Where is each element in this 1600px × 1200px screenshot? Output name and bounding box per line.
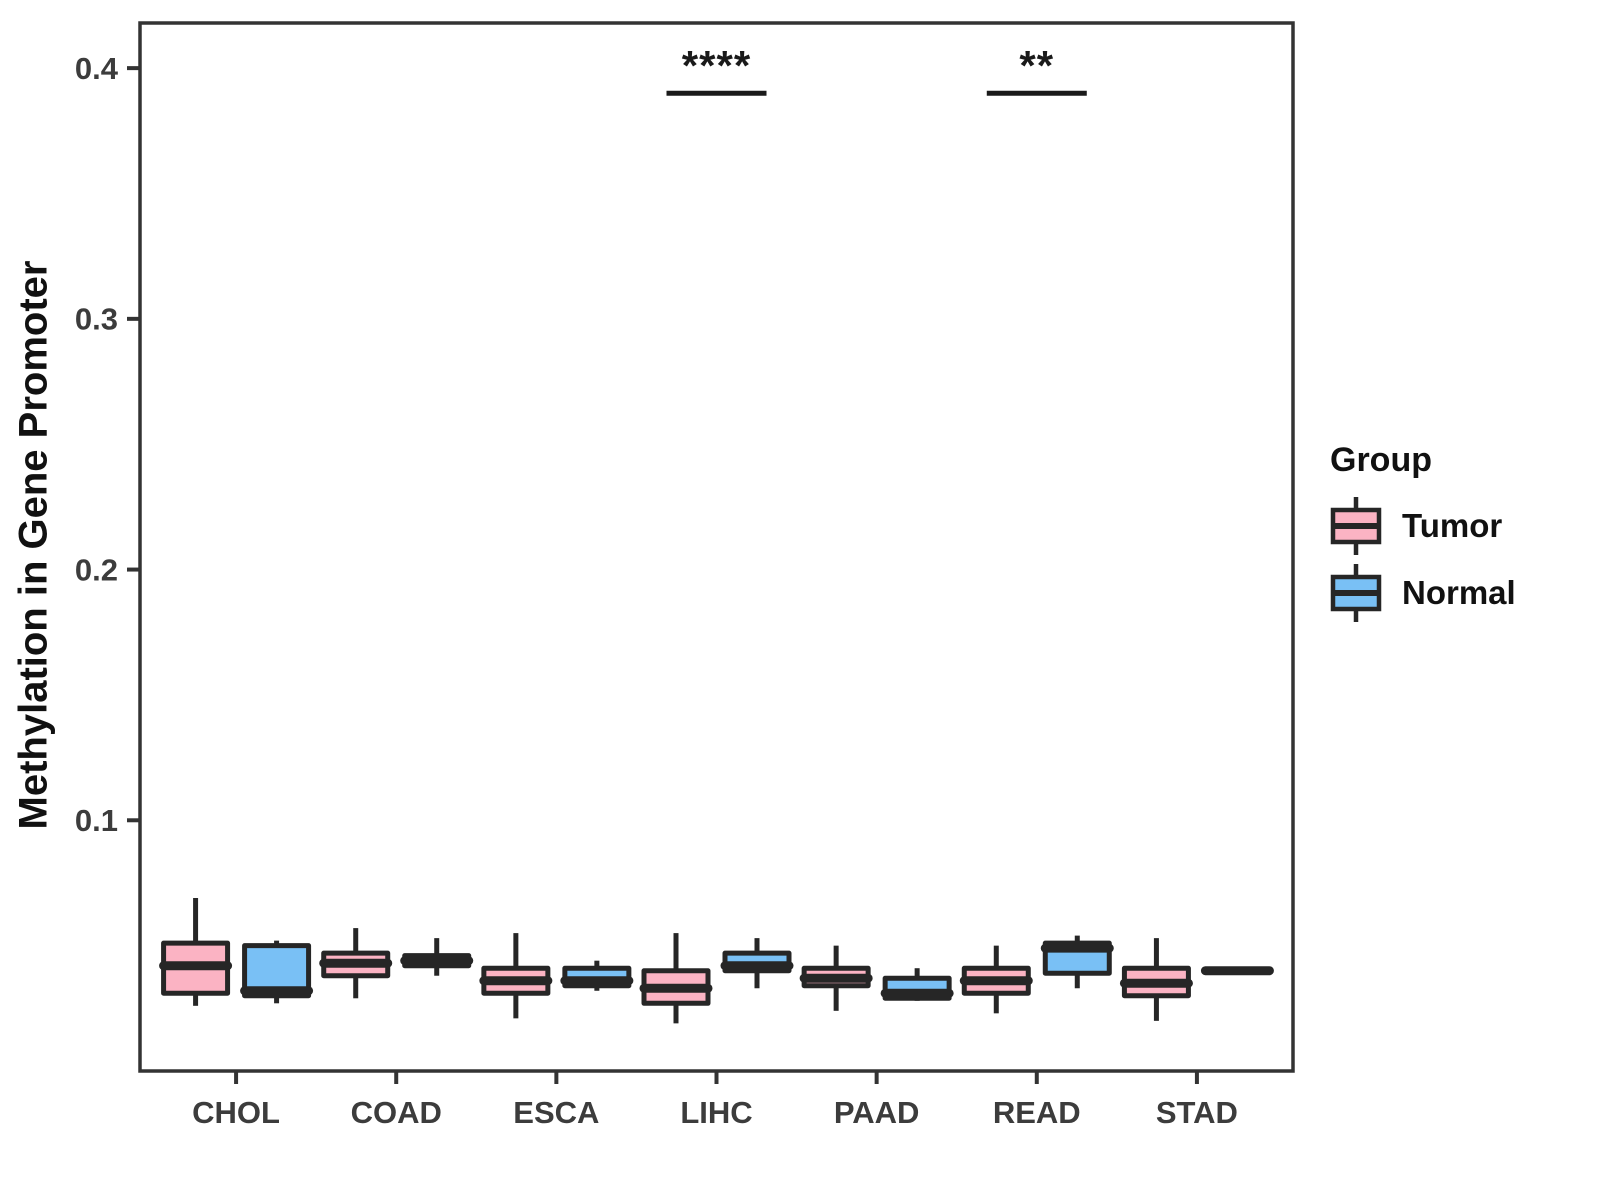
box-chol-normal [240, 940, 314, 1004]
box-esca-tumor [479, 933, 553, 1019]
panel-border [138, 21, 1295, 1073]
legend-title: Group [1330, 441, 1432, 479]
significance-stars: **** [682, 42, 751, 89]
box-lihc-tumor [639, 933, 713, 1024]
boxplots [159, 898, 1274, 1024]
y-tick-label: 0.1 [75, 803, 118, 838]
box-paad-tumor [799, 945, 873, 1011]
box-lihc-normal [720, 938, 794, 989]
legend-label-normal: Normal [1402, 574, 1516, 611]
legend-item-normal: Normal [1328, 561, 1516, 625]
y-axis-title: Methylation in Gene Promoter [11, 260, 56, 830]
box-coad-normal [400, 938, 474, 976]
x-tick-label-esca: ESCA [513, 1095, 599, 1130]
y-tick-label: 0.2 [75, 552, 118, 587]
y-tick-label: 0.3 [75, 302, 118, 337]
box-paad-normal [880, 968, 954, 1001]
significance-stars: ** [1019, 42, 1054, 89]
axes: 0.1 0.2 0.3 0.4 CHOL COAD ESCA LIHC PAAD READ STAD [75, 51, 1238, 1130]
box-coad-tumor [319, 928, 393, 999]
box-stad-tumor [1119, 938, 1193, 1021]
legend-item-tumor: Tumor [1328, 494, 1516, 558]
significance-annotations: **** ** [666, 42, 1087, 96]
box-chol-tumor [159, 898, 233, 1006]
box-read-normal [1040, 935, 1114, 989]
x-tick-label-coad: COAD [351, 1095, 442, 1130]
box-esca-normal [560, 960, 634, 991]
significance-read: ** [986, 42, 1087, 96]
significance-lihc: **** [666, 42, 767, 96]
x-tick-label-paad: PAAD [834, 1095, 920, 1130]
tumor-boxplot-glyph-icon [1330, 497, 1382, 555]
x-tick-label-stad: STAD [1156, 1095, 1238, 1130]
y-tick-label: 0.4 [75, 51, 119, 86]
x-tick-label-lihc: LIHC [680, 1095, 752, 1130]
legend-label-tumor: Tumor [1402, 507, 1503, 544]
x-tick-label-chol: CHOL [192, 1095, 280, 1130]
x-tick-label-read: READ [993, 1095, 1081, 1130]
box-read-tumor [959, 945, 1033, 1014]
legend: Group Tumor Normal [1328, 441, 1516, 628]
normal-boxplot-glyph-icon [1330, 564, 1382, 622]
